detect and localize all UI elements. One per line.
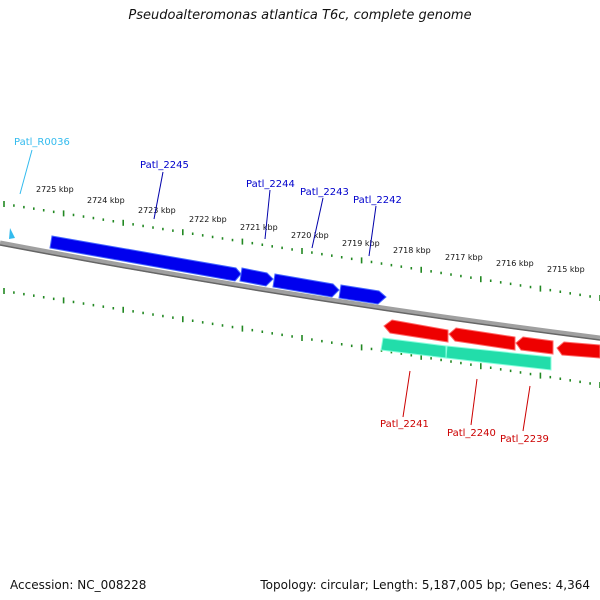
gene-label-patl-2242[interactable]: Patl_2242 xyxy=(353,195,402,206)
tick-label: 2718 kbp xyxy=(393,246,431,255)
leader-patl-2241 xyxy=(402,370,411,418)
gene-patl-2241[interactable] xyxy=(383,319,449,343)
gene-patl-2244[interactable] xyxy=(239,267,274,287)
leader-patl-r0036 xyxy=(19,149,33,195)
leader-patl-2242 xyxy=(368,205,377,257)
genome-backbone-shade xyxy=(0,244,600,341)
gene-patl-2239[interactable] xyxy=(515,336,554,355)
gene-label-patl-2239[interactable]: Patl_2239 xyxy=(500,434,549,445)
gene-patl-2243[interactable] xyxy=(272,273,340,298)
tick-label: 2725 kbp xyxy=(36,185,74,194)
tick-track-top xyxy=(3,201,600,301)
gene-label-patl-2240[interactable]: Patl_2240 xyxy=(447,428,496,439)
gene-label-patl-2244[interactable]: Patl_2244 xyxy=(246,179,295,190)
label-leaders xyxy=(19,149,531,432)
tick-track-bottom xyxy=(3,288,600,388)
tick-label: 2723 kbp xyxy=(138,206,176,215)
gene-next-reverse[interactable] xyxy=(556,341,600,359)
gene-label-patl-2241[interactable]: Patl_2241 xyxy=(380,419,429,430)
gene-patl-2240[interactable] xyxy=(448,327,516,351)
gene-label-patl-2245[interactable]: Patl_2245 xyxy=(140,160,189,171)
tick-label: 2717 kbp xyxy=(445,253,483,262)
reverse-genes xyxy=(383,319,600,359)
tick-label: 2724 kbp xyxy=(87,196,125,205)
tick-labels: 2725 kbp 2724 kbp 2723 kbp 2722 kbp 2721… xyxy=(36,185,585,274)
feature-band-1[interactable] xyxy=(380,337,447,359)
accession-text: Accession: NC_008228 xyxy=(10,578,147,592)
gene-patl-2242[interactable] xyxy=(338,284,387,305)
gene-label-patl-r0036[interactable]: Patl_R0036 xyxy=(14,137,70,148)
tick-label: 2719 kbp xyxy=(342,239,380,248)
rna-feature-marker[interactable] xyxy=(9,228,15,239)
tick-label: 2716 kbp xyxy=(496,259,534,268)
tick-label: 2715 kbp xyxy=(547,265,585,274)
gene-patl-2245[interactable] xyxy=(49,235,242,282)
gene-labels: Patl_R0036 Patl_2245 Patl_2244 Patl_2243… xyxy=(14,137,549,445)
tick-label: 2721 kbp xyxy=(240,223,278,232)
feature-band-2[interactable] xyxy=(445,345,552,371)
leader-patl-2240 xyxy=(470,378,478,426)
leader-patl-2243 xyxy=(311,197,324,249)
gene-label-patl-2243[interactable]: Patl_2243 xyxy=(300,187,349,198)
feature-track xyxy=(380,337,552,371)
leader-patl-2245 xyxy=(153,171,164,220)
leader-patl-2244 xyxy=(264,189,271,240)
tick-label: 2722 kbp xyxy=(189,215,227,224)
genome-title: Pseudoalteromonas atlantica T6c, complet… xyxy=(128,8,472,23)
genome-backbone xyxy=(0,240,600,341)
forward-genes xyxy=(49,235,387,305)
topology-text: Topology: circular; Length: 5,187,005 bp… xyxy=(260,578,590,592)
tick-label: 2720 kbp xyxy=(291,231,329,240)
leader-patl-2239 xyxy=(522,385,531,432)
